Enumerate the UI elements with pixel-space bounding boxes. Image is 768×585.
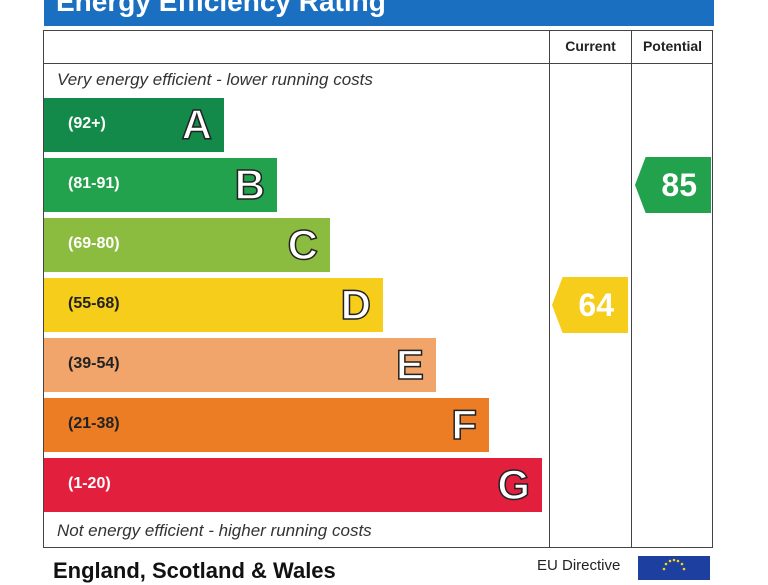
band-f: (21-38) F xyxy=(44,398,489,452)
potential-rating-value: 85 xyxy=(661,167,697,203)
footer-region: England, Scotland & Wales xyxy=(53,558,336,583)
bottom-note: Not energy efficient - higher running co… xyxy=(57,521,372,540)
top-note: Very energy efficient - lower running co… xyxy=(57,70,373,89)
eu-flag-icon xyxy=(638,556,710,580)
band-g: (1-20) G xyxy=(44,458,542,512)
header-potential: Potential xyxy=(642,38,703,54)
band-d: (55-68) D xyxy=(44,278,383,332)
potential-rating-arrow: 85 xyxy=(635,157,711,213)
band-letter: D xyxy=(340,280,372,329)
divider-current xyxy=(549,30,550,548)
eu-stars-icon xyxy=(662,558,686,571)
band-letter: B xyxy=(234,160,266,209)
divider-potential xyxy=(631,30,632,548)
band-range-label: (39-54) xyxy=(68,355,120,372)
band-range-label: (1-20) xyxy=(68,475,111,492)
eu-directive-label: EU Directive xyxy=(537,557,621,574)
current-rating-arrow: 64 xyxy=(552,277,628,333)
band-range-label: (55-68) xyxy=(68,295,120,312)
header-current: Current xyxy=(565,38,616,54)
current-rating-value: 64 xyxy=(578,287,614,323)
header-divider xyxy=(43,63,713,64)
band-letter: G xyxy=(497,460,531,509)
band-letter: C xyxy=(287,220,319,269)
title-bar: Energy Efficiency Rating xyxy=(44,0,714,26)
band-letter: A xyxy=(181,100,213,149)
footer-divider xyxy=(43,547,713,548)
band-range-label: (81-91) xyxy=(68,175,120,192)
band-letter: F xyxy=(451,400,478,449)
band-range-label: (21-38) xyxy=(68,415,120,432)
band-b: (81-91) B xyxy=(44,158,277,212)
band-c: (69-80) C xyxy=(44,218,330,272)
band-e: (39-54) E xyxy=(44,338,436,392)
band-range-label: (69-80) xyxy=(68,235,120,252)
chart-title: Energy Efficiency Rating xyxy=(56,0,386,17)
band-a: (92+) A xyxy=(44,98,224,152)
band-letter: E xyxy=(395,340,425,389)
band-range-label: (92+) xyxy=(68,115,106,132)
